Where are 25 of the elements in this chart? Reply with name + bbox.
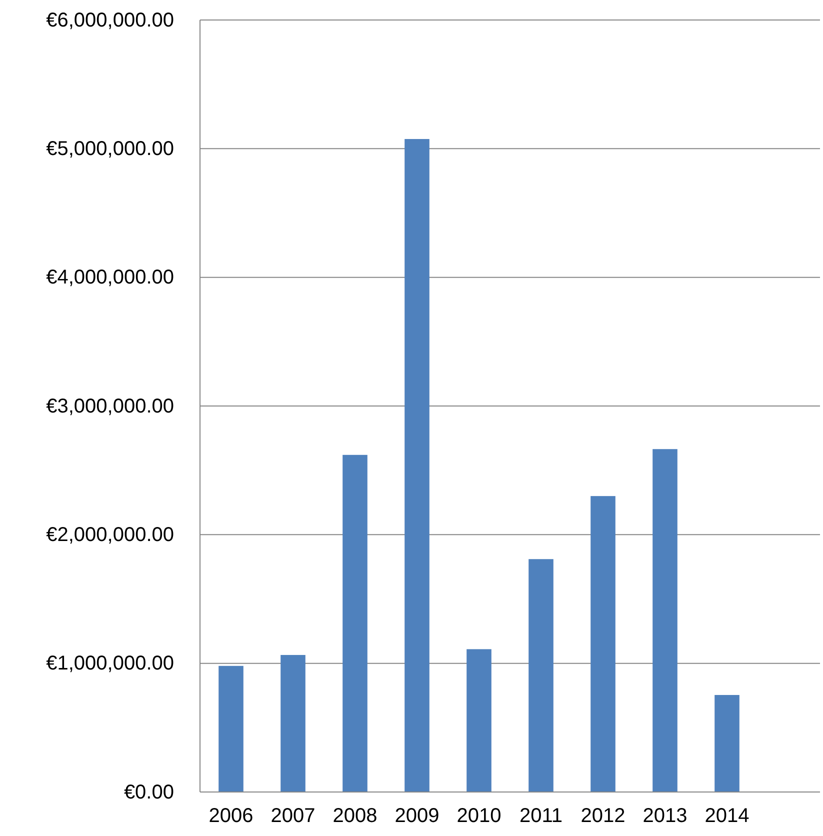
y-tick-label: €4,000,000.00: [46, 266, 174, 289]
y-tick-label: €0.00: [124, 781, 174, 804]
y-tick-label: €2,000,000.00: [46, 524, 174, 546]
x-tick-label: 2009: [394, 805, 440, 828]
bar: [528, 559, 554, 792]
bar: [280, 654, 306, 792]
x-tick-label: 2013: [642, 805, 688, 828]
y-tick-label: €5,000,000.00: [46, 138, 174, 160]
y-tick-label: €3,000,000.00: [46, 395, 174, 418]
bar: [404, 139, 430, 792]
bar: [652, 449, 678, 792]
x-tick-label: 2012: [580, 805, 626, 828]
y-tick-label: €6,000,000.00: [46, 9, 174, 32]
bar: [218, 666, 244, 792]
bar: [342, 454, 368, 792]
x-tick-label: 2014: [704, 805, 750, 828]
x-tick-label: 2006: [208, 805, 254, 828]
x-tick-label: 2010: [456, 805, 502, 828]
y-tick-label: €1,000,000.00: [46, 652, 174, 675]
bar: [714, 694, 740, 792]
x-tick-label: 2008: [332, 805, 378, 828]
bar: [466, 649, 492, 792]
x-tick-label: 2011: [519, 805, 563, 828]
bar: [590, 496, 616, 792]
x-tick-label: 2007: [270, 805, 316, 828]
